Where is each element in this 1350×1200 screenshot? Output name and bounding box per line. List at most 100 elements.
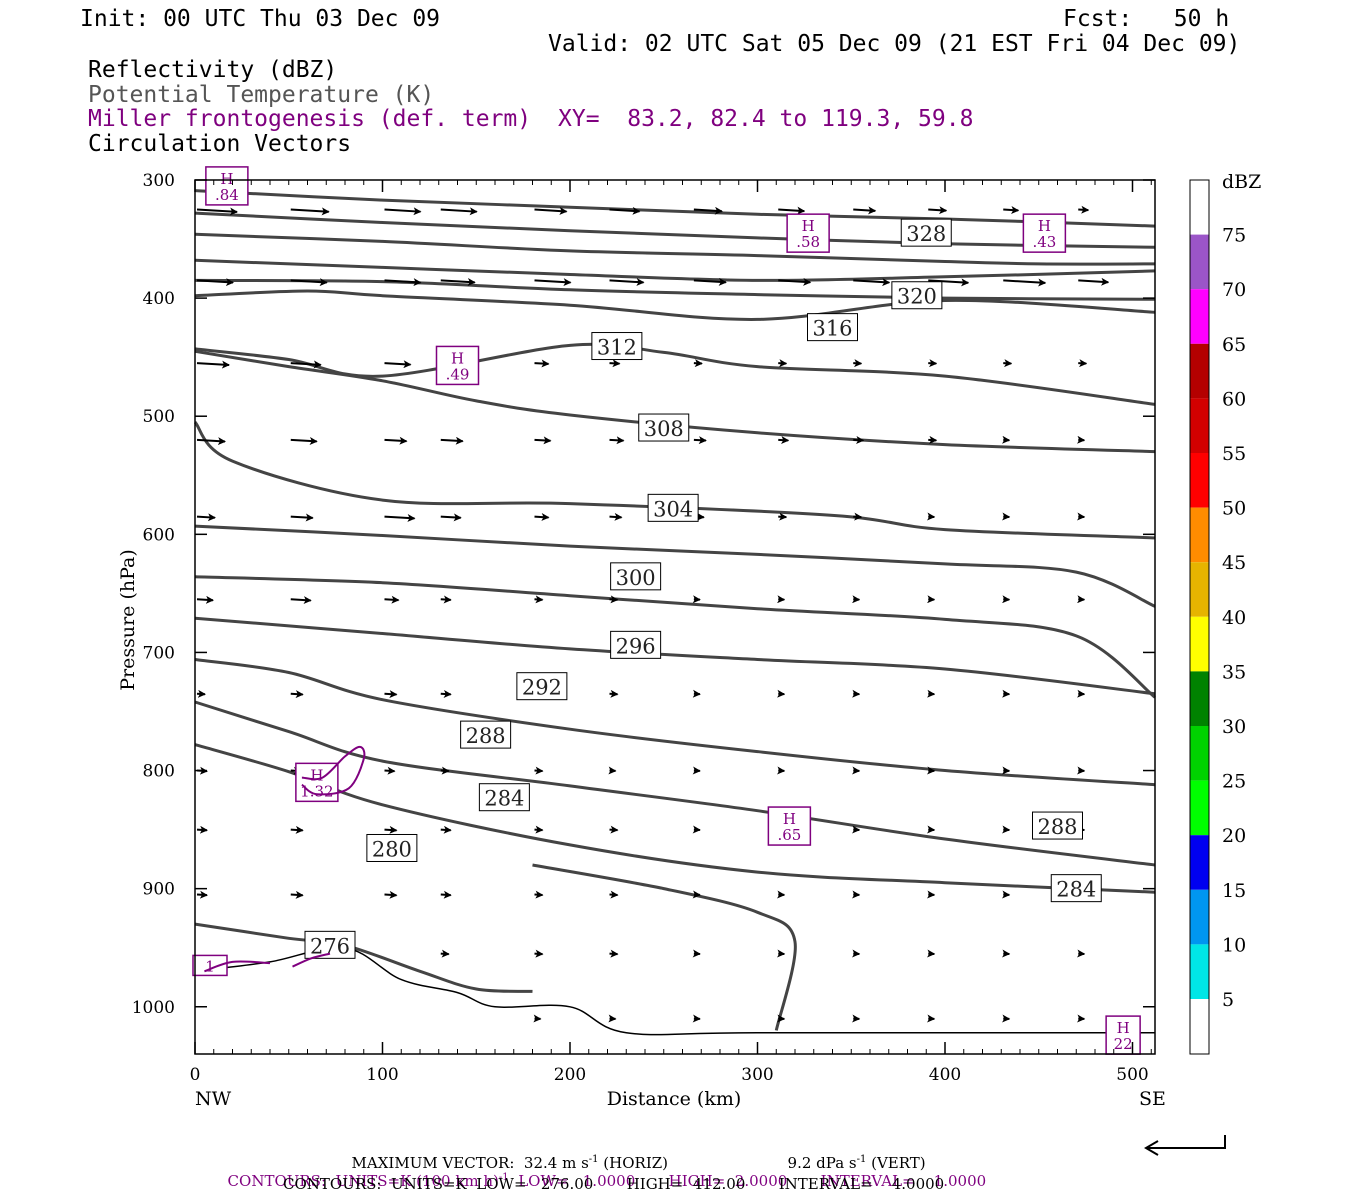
frontogenesis-max-box: [767, 806, 812, 846]
x-tick-label: 500: [1116, 1065, 1148, 1085]
theta-contour-2: [194, 232, 1156, 266]
circulation-vector: [693, 277, 727, 286]
frontogenesis-max-label: H: [451, 349, 464, 367]
colorbar-label: 25: [1222, 771, 1246, 793]
colorbar-swatch: [1190, 562, 1209, 617]
colorbar-label: 60: [1222, 388, 1246, 410]
x-tick-label: 300: [741, 1065, 773, 1085]
theta-contour-0: [194, 189, 1156, 228]
contour-label-box: [891, 281, 943, 310]
colorbar-swatch: [1190, 726, 1209, 781]
max-vector-exp: -1: [588, 1154, 599, 1165]
footer-contours-theta: CONTOURS: UNITS=K LOW= 276.00 HIGH= 412.…: [283, 1175, 945, 1193]
circulation-vector: [196, 437, 226, 446]
circulation-vector: [853, 206, 877, 215]
frontogenesis-max-value: .43: [1032, 233, 1056, 251]
frontogenesis-max-value: .84: [215, 186, 239, 204]
contour-label-box: [610, 562, 662, 591]
theta-contour-sub: [532, 863, 797, 1031]
circulation-vector: [290, 278, 328, 287]
footer-max-vector: MAXIMUM VECTOR: 32.4 m s-1 (HORIZ): [342, 1140, 668, 1171]
theta-contour-3: [194, 258, 1156, 282]
vector-layer: [196, 205, 1110, 1023]
y-tick-label: 700: [143, 643, 175, 663]
colorbar-label: 5: [1222, 989, 1234, 1011]
contours-purple-a: CONTOURS: UNITS=K (100 km h): [227, 1172, 499, 1190]
y-tick-label: 900: [143, 880, 175, 900]
y-tick-label: 500: [143, 407, 175, 427]
frontogenesis-max-value: 1.32: [300, 782, 333, 800]
plot-frame: [194, 179, 1156, 1055]
contour-label: 312: [597, 336, 637, 360]
frontogenesis-contour: [292, 952, 331, 968]
theta-contour-8: [193, 421, 1156, 540]
colorbar-label: 75: [1222, 225, 1246, 247]
frontogenesis-max-label: H: [1038, 217, 1051, 235]
frontogenesis-max-box: [786, 213, 830, 253]
contour-label-box: [900, 218, 952, 247]
contour-layer: [193, 189, 1156, 1036]
circulation-vector: [196, 513, 216, 522]
vert-vector-label: (VERT): [866, 1154, 926, 1172]
y-tick-label: 1000: [132, 998, 175, 1018]
colorbar-label: 10: [1222, 934, 1246, 956]
colorbar-swatch: [1190, 944, 1209, 999]
circulation-vector: [440, 825, 452, 834]
colorbar-swatch: [1190, 889, 1209, 945]
contour-label-box: [1050, 874, 1102, 903]
colorbar-swatch: [1190, 453, 1209, 508]
circulation-vector: [384, 825, 398, 834]
circulation-vector: [778, 277, 812, 286]
frontogenesis-max-label: H: [783, 810, 796, 828]
theta-contour-10: [194, 575, 1156, 699]
circulation-vector: [928, 278, 970, 287]
colorbar-swatch: [1190, 616, 1209, 672]
y-tick-label: 400: [143, 289, 175, 309]
frontogenesis-contour: [204, 960, 271, 973]
contour-label-box: [591, 332, 643, 361]
terrain-line: [194, 946, 1155, 1036]
contour-label-box: [366, 833, 418, 862]
contour-label: 276: [310, 934, 350, 958]
circulation-vector: [534, 436, 552, 445]
circulation-vector: [290, 825, 304, 834]
frontogenesis-max-box: [1022, 213, 1067, 253]
colorbar: 5 10 15 20 25 30 35 40 45 50 55 60 65 70 75: [1189, 179, 1246, 1055]
x-tick-label: 200: [554, 1065, 586, 1085]
colorbar-label: 50: [1222, 498, 1246, 520]
colorbar-title: dBZ: [1222, 171, 1261, 193]
contour-label-box: [478, 783, 530, 812]
contour-label: 316: [812, 317, 852, 341]
field-reflectivity: Reflectivity (dBZ): [88, 57, 338, 83]
circulation-vector: [384, 766, 396, 775]
theta-contour-9: [194, 524, 1156, 608]
circulation-vector: [778, 206, 806, 215]
footer-vert-vector: 9.2 dPa s-1 (VERT): [778, 1140, 926, 1171]
contour-label-box: [647, 493, 699, 522]
circulation-vector: [440, 207, 478, 216]
contour-label-box: [638, 413, 690, 442]
circulation-vector: [384, 513, 416, 522]
circulation-vector: [534, 359, 550, 368]
circulation-vector: [290, 596, 312, 605]
circulation-vector: [196, 890, 208, 899]
circulation-vector: [290, 890, 304, 899]
circulation-vector: [609, 359, 621, 368]
frontogenesis-max-value: 22: [1114, 1035, 1133, 1053]
max-vector-horiz: (HORIZ): [598, 1154, 669, 1172]
contour-label: 280: [372, 837, 412, 861]
x-tick-label: 400: [929, 1065, 961, 1085]
contour-label-box: [516, 672, 568, 701]
colorbar-label: 55: [1222, 443, 1246, 465]
field-potential-temperature: Potential Temperature (K): [88, 82, 435, 108]
circulation-vector: [693, 206, 723, 215]
contour-label: 288: [1037, 815, 1077, 839]
circulation-vector: [928, 206, 948, 215]
y-tick-label: 300: [143, 171, 175, 191]
circulation-vector: [853, 278, 891, 287]
frontogenesis-max-box: [435, 345, 480, 386]
circulation-vector: [196, 360, 230, 369]
y-axis-title: Pressure (hPa): [117, 549, 139, 691]
colorbar-frame: [1189, 179, 1210, 1055]
